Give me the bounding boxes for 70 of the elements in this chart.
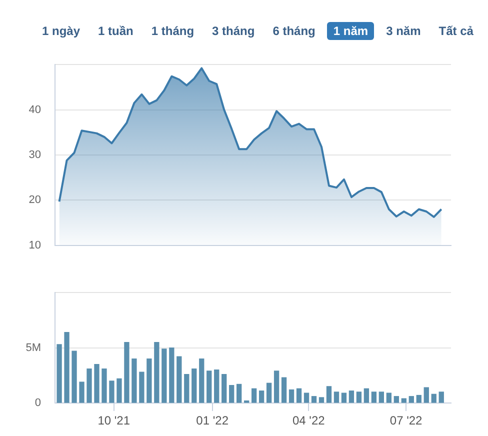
bar — [364, 388, 370, 403]
bar — [244, 400, 250, 403]
bar — [326, 386, 332, 403]
bar — [184, 374, 190, 403]
bar — [199, 358, 204, 403]
bar — [79, 382, 84, 403]
y-tick-label: 20 — [28, 194, 41, 206]
y-tick-label: 10 — [28, 239, 41, 252]
text: 1 tháng — [150, 23, 196, 40]
y-tick-label: 5M — [26, 342, 41, 354]
bar — [334, 392, 340, 403]
bar — [102, 368, 107, 403]
bar — [288, 389, 294, 403]
x-tick-label: 01 '22 — [196, 414, 229, 428]
bar — [296, 388, 302, 403]
bar — [162, 348, 167, 403]
text: 1 năm — [327, 22, 374, 40]
bar — [304, 392, 310, 403]
bar — [281, 377, 287, 403]
bar — [318, 397, 324, 403]
bar — [424, 387, 429, 403]
bar — [416, 394, 422, 403]
bar — [86, 368, 92, 403]
bar — [236, 384, 242, 403]
bar — [311, 396, 317, 403]
bar — [348, 390, 354, 403]
text: Tất cả — [438, 23, 474, 40]
x-tick-label: 10 '21 — [98, 414, 130, 428]
bar — [132, 358, 137, 403]
y-tick-label: 40 — [28, 104, 41, 116]
x-tick-label: 07 '22 — [390, 414, 423, 428]
bar — [94, 364, 100, 403]
bar — [431, 394, 436, 403]
bar — [258, 390, 264, 403]
bar — [438, 392, 444, 403]
bar — [266, 382, 272, 403]
bar — [176, 356, 182, 403]
bar — [386, 392, 392, 403]
bar — [229, 385, 234, 403]
y-tick-label: 30 — [28, 149, 41, 162]
text: 6 tháng — [272, 23, 316, 40]
bar — [274, 370, 280, 403]
bar — [154, 342, 160, 403]
bar — [192, 368, 197, 403]
bar — [251, 388, 257, 403]
bar — [378, 392, 384, 403]
bar — [214, 370, 220, 403]
bar — [394, 396, 399, 403]
text: 3 năm — [385, 23, 422, 40]
bar — [206, 370, 212, 403]
bar — [72, 350, 77, 403]
bar — [408, 396, 414, 403]
bar — [169, 347, 174, 403]
text: 1 tuần — [97, 23, 134, 40]
text: 1 ngày — [41, 23, 82, 40]
bar — [109, 380, 114, 403]
bar — [56, 344, 62, 403]
bar — [222, 374, 227, 403]
bar — [139, 372, 144, 403]
bar — [124, 342, 130, 403]
bar — [371, 392, 377, 403]
bar — [356, 392, 362, 403]
bar — [401, 398, 406, 403]
bar — [64, 332, 70, 403]
bar — [116, 378, 122, 403]
text: 3 tháng — [211, 23, 256, 40]
y-tick-label: 0 — [34, 397, 41, 410]
x-tick-label: 04 '22 — [292, 414, 326, 428]
bar — [341, 392, 347, 403]
bar — [146, 358, 152, 403]
